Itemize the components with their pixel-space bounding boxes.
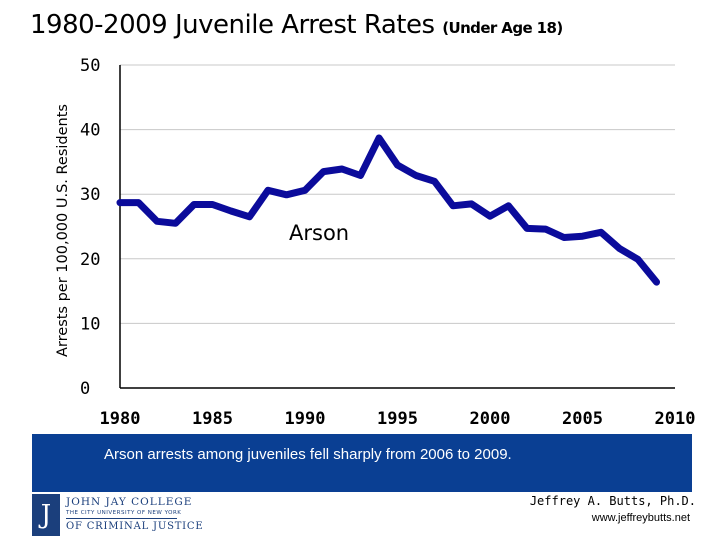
data-point-1991 [320,168,327,175]
caption-text: Arson arrests among juveniles fell sharp… [104,446,512,463]
caption-banner [32,434,692,492]
data-point-1993 [357,172,364,179]
data-point-2002 [523,225,531,232]
y-tick-label-30: 30 [80,185,100,205]
data-point-1997 [431,178,438,185]
data-point-1999 [468,200,475,208]
logo-line-1: JOHN JAY COLLEGE [66,496,193,508]
line-chart: 0 10 20 30 40 50 1980 1985 1990 1995 2000 2005 2010 A… [55,56,696,429]
y-axis-title: Arrests per 100,000 U.S. Residents [55,104,71,357]
x-tick-label-1990: 1990 [285,409,326,429]
data-point-1992 [338,165,346,173]
chart-title-main: 1980-2009 Juvenile Arrest Rates [30,10,435,40]
y-tick-label-0: 0 [80,379,90,399]
data-point-1989 [283,191,290,199]
data-point-2000 [486,212,494,220]
x-tick-label-1995: 1995 [377,409,418,429]
data-point-1995 [394,161,401,169]
chart-title-sub: (Under Age 18) [442,19,563,37]
data-point-1987 [246,213,253,221]
john-jay-logo: J JOHN JAY COLLEGE THE CITY UNIVERSITY O… [32,494,203,536]
x-tick-label-2000: 2000 [470,409,511,429]
y-tick-label-10: 10 [80,314,100,334]
data-point-1998 [449,202,457,210]
logo-line-3: OF CRIMINAL JUSTICE [66,521,204,532]
x-tick-label-2010: 2010 [655,409,696,429]
data-point-1983 [172,220,179,227]
data-point-2008 [634,256,642,263]
data-point-1984 [190,201,198,208]
data-point-1986 [227,207,235,215]
data-point-2006 [597,229,605,236]
website-link[interactable]: www.jeffreybutts.net [591,512,690,524]
series-line-arson [116,134,660,286]
data-point-1988 [264,187,272,194]
logo-line-2: THE CITY UNIVERSITY OF NEW YORK [66,510,182,516]
data-point-1994 [375,134,383,142]
y-tick-label-20: 20 [80,250,100,270]
data-point-2009 [653,278,660,286]
data-point-1985 [209,201,216,208]
x-tick-label-1985: 1985 [192,409,233,429]
data-point-2001 [505,202,512,210]
data-point-2003 [542,225,549,233]
data-point-2007 [616,245,623,252]
y-tick-label-50: 50 [80,56,100,76]
data-point-1990 [301,187,309,194]
logo-mark-icon: J [32,494,60,536]
data-point-1981 [135,199,142,206]
series-label-arson: Arson [289,221,349,245]
author-credit: Jeffrey A. Butts, Ph.D. [529,494,696,508]
data-point-1982 [153,218,161,225]
y-tick-label-40: 40 [80,121,100,141]
data-point-2005 [579,232,586,240]
data-point-1996 [412,172,420,179]
data-point-1980 [116,199,124,206]
x-tick-label-1980: 1980 [100,409,141,429]
data-point-2004 [560,234,568,241]
logo-divider [66,518,177,519]
chart-title: 1980-2009 Juvenile Arrest Rates (Under A… [30,10,563,40]
x-tick-label-2005: 2005 [562,409,603,429]
